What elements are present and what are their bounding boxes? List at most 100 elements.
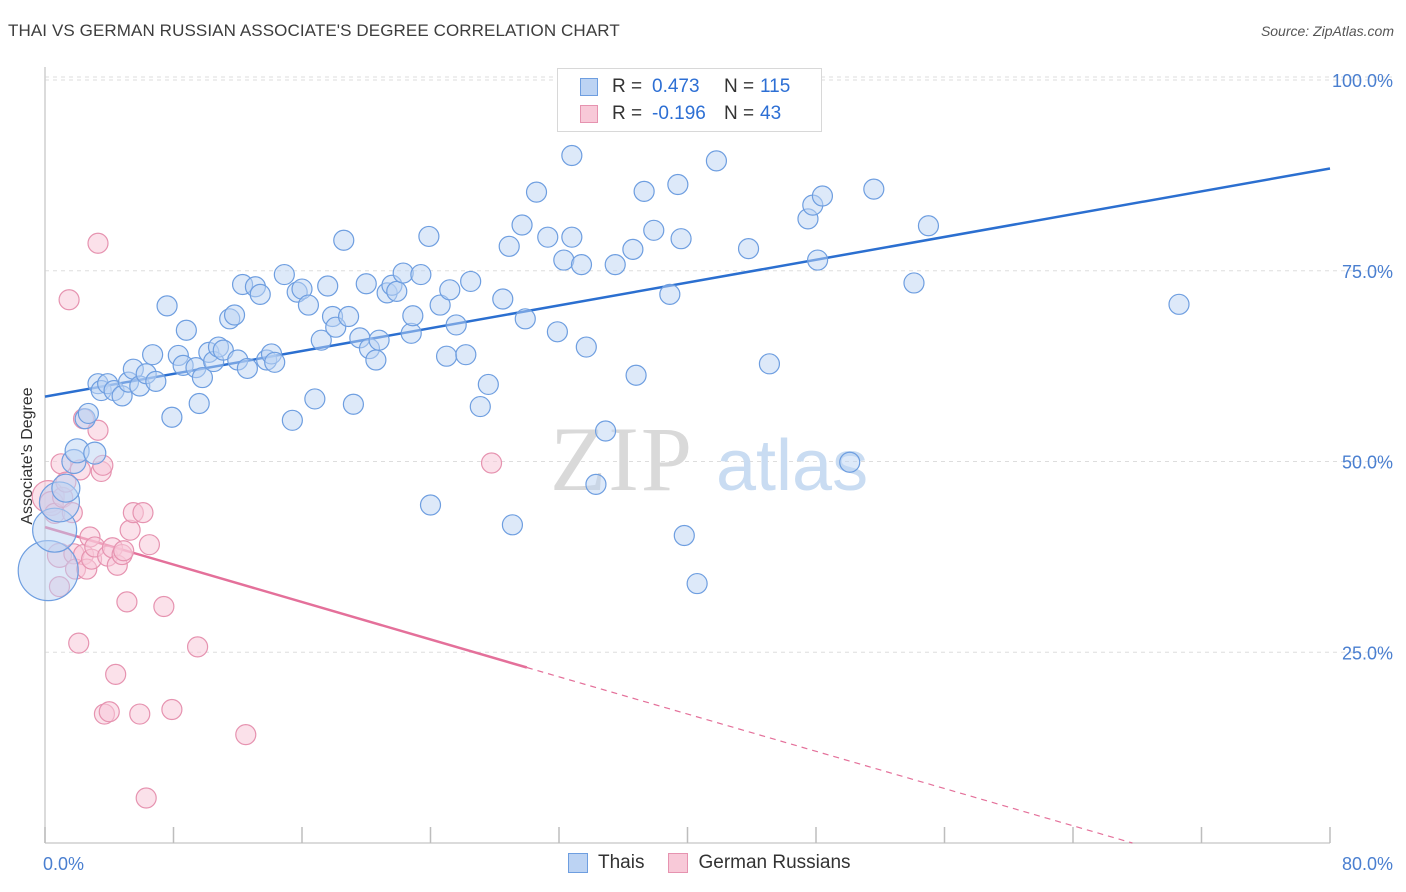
german-russian-point [129,703,151,725]
thais-swatch [580,78,598,96]
n-label: N = [724,103,755,124]
thais-legend-swatch [568,853,588,873]
thai-point [212,339,234,361]
thai-point [758,353,781,375]
thai-point [418,225,440,248]
legend-item-german-russians[interactable]: German Russians [668,852,851,874]
german-russians-legend-label: German Russians [698,852,851,873]
german-russian-point [87,232,109,254]
thai-point [333,229,355,251]
thai-point [51,473,81,503]
legend-item-thais[interactable]: Thais [568,852,644,874]
german-russian-point [98,701,120,723]
thai-point [342,393,364,415]
thai-point [175,319,197,341]
thai-point [368,329,390,351]
thai-point [1168,293,1190,315]
german-russians-legend-swatch [668,853,689,873]
thai-point [604,254,626,276]
thai-point [737,238,760,260]
source-credit: Source: ZipAtlas.com [1260,23,1394,39]
thai-point [355,273,377,295]
thai-point [903,272,925,294]
thai-point [498,235,520,257]
thai-point [561,226,583,248]
thai-point [511,214,533,236]
thai-point [469,395,491,418]
thai-point [142,344,164,366]
watermark: ZIP atlas [550,408,868,510]
thai-point [191,366,214,389]
thai-point [310,329,332,351]
german-russian-point [132,502,154,524]
thais-n-value: 115 [760,76,791,97]
german-russians-r-value: -0.196 [652,103,706,124]
german-russian-point [105,663,127,685]
thai-point [439,279,461,301]
thai-point [537,226,559,248]
thai-point [622,238,644,260]
y-tick-label: 75.0% [1342,262,1393,282]
thai-point [402,305,424,327]
r-label: R = [612,76,643,97]
thai-point [673,524,695,547]
german-russian-point [119,519,141,541]
german-russian-point [135,787,157,809]
thai-point [546,321,568,343]
german-russian-point [116,591,138,613]
german-russian-point [186,636,209,658]
x-tick-label-min: 0.0% [43,854,84,874]
german-russian-point [480,452,503,474]
x-tick-label-max: 80.0% [1342,854,1393,874]
thai-point [386,280,408,302]
thai-point [561,144,583,167]
thai-point [670,228,692,250]
thai-point [161,406,183,428]
thai-point [477,373,499,396]
german-russian-point [235,724,257,746]
thai-point [633,180,655,202]
thai-point [917,215,940,237]
thai-point [501,514,524,536]
thai-point [575,336,597,358]
thai-point [145,370,167,392]
thai-point [460,270,482,293]
german-russians-swatch [580,105,598,123]
thai-point [83,441,107,465]
legend-row-german-russians: R = -0.196 N = 43 [580,102,781,126]
thai-point [659,283,681,306]
chart-title: THAI VS GERMAN RUSSIAN ASSOCIATE'S DEGRE… [8,21,620,40]
thai-point [435,345,458,367]
thai-point [686,572,708,595]
thai-point [304,388,326,410]
y-tick-label: 50.0% [1342,453,1393,473]
thai-point [419,494,442,516]
legend-row-thais: R = 0.473 N = 115 [580,75,790,99]
thai-point [839,451,861,473]
german-russian-point [58,289,80,311]
german-russian-points [31,232,503,809]
y-tick-label: 25.0% [1342,643,1393,663]
thai-point [317,275,339,297]
thai-point [365,349,387,371]
german-russians-n-value: 43 [760,103,782,124]
thai-point [594,420,617,442]
thai-point [455,344,477,366]
axes [44,67,1331,844]
thai-point [410,263,432,286]
thai-point [337,305,360,328]
thai-point [553,249,575,271]
thai-point [77,402,99,425]
y-tick-label: 100.0% [1332,71,1393,91]
series-legend: Thais German Russians [568,852,875,874]
thai-point [236,357,258,380]
thai-point [188,392,210,415]
n-label: N = [724,76,755,97]
german-russian-point [161,698,183,721]
watermark-zip: ZIP [550,408,694,510]
thai-point [514,308,536,330]
thai-points [17,144,1190,602]
thais-r-value: 0.473 [652,76,700,97]
thai-point [807,249,829,271]
thai-point [445,314,467,336]
